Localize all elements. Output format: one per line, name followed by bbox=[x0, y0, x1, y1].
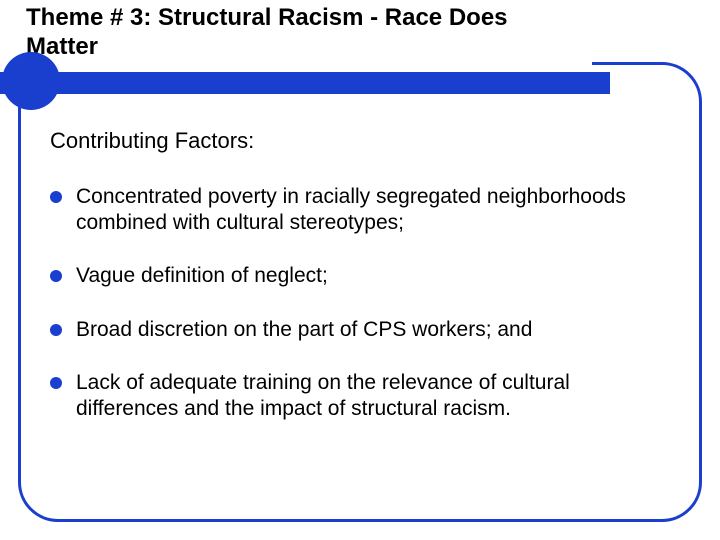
bullet-text: Concentrated poverty in racially segrega… bbox=[76, 184, 660, 235]
accent-circle bbox=[2, 52, 60, 110]
bullet-icon bbox=[50, 324, 62, 336]
bullet-text: Vague definition of neglect; bbox=[76, 263, 660, 289]
bullet-text: Broad discretion on the part of CPS work… bbox=[76, 317, 660, 343]
list-item: Lack of adequate training on the relevan… bbox=[50, 370, 660, 421]
bullet-list: Concentrated poverty in racially segrega… bbox=[50, 184, 660, 422]
title-underline bbox=[0, 72, 610, 94]
title-block: Theme # 3: Structural Racism - Race Does… bbox=[26, 4, 592, 68]
slide-title: Theme # 3: Structural Racism - Race Does… bbox=[26, 4, 586, 62]
list-item: Concentrated poverty in racially segrega… bbox=[50, 184, 660, 235]
bullet-icon bbox=[50, 191, 62, 203]
content-area: Contributing Factors: Concentrated pover… bbox=[50, 128, 660, 450]
intro-text: Contributing Factors: bbox=[50, 128, 660, 154]
list-item: Broad discretion on the part of CPS work… bbox=[50, 317, 660, 343]
bullet-text: Lack of adequate training on the relevan… bbox=[76, 370, 660, 421]
list-item: Vague definition of neglect; bbox=[50, 263, 660, 289]
bullet-icon bbox=[50, 377, 62, 389]
bullet-icon bbox=[50, 270, 62, 282]
